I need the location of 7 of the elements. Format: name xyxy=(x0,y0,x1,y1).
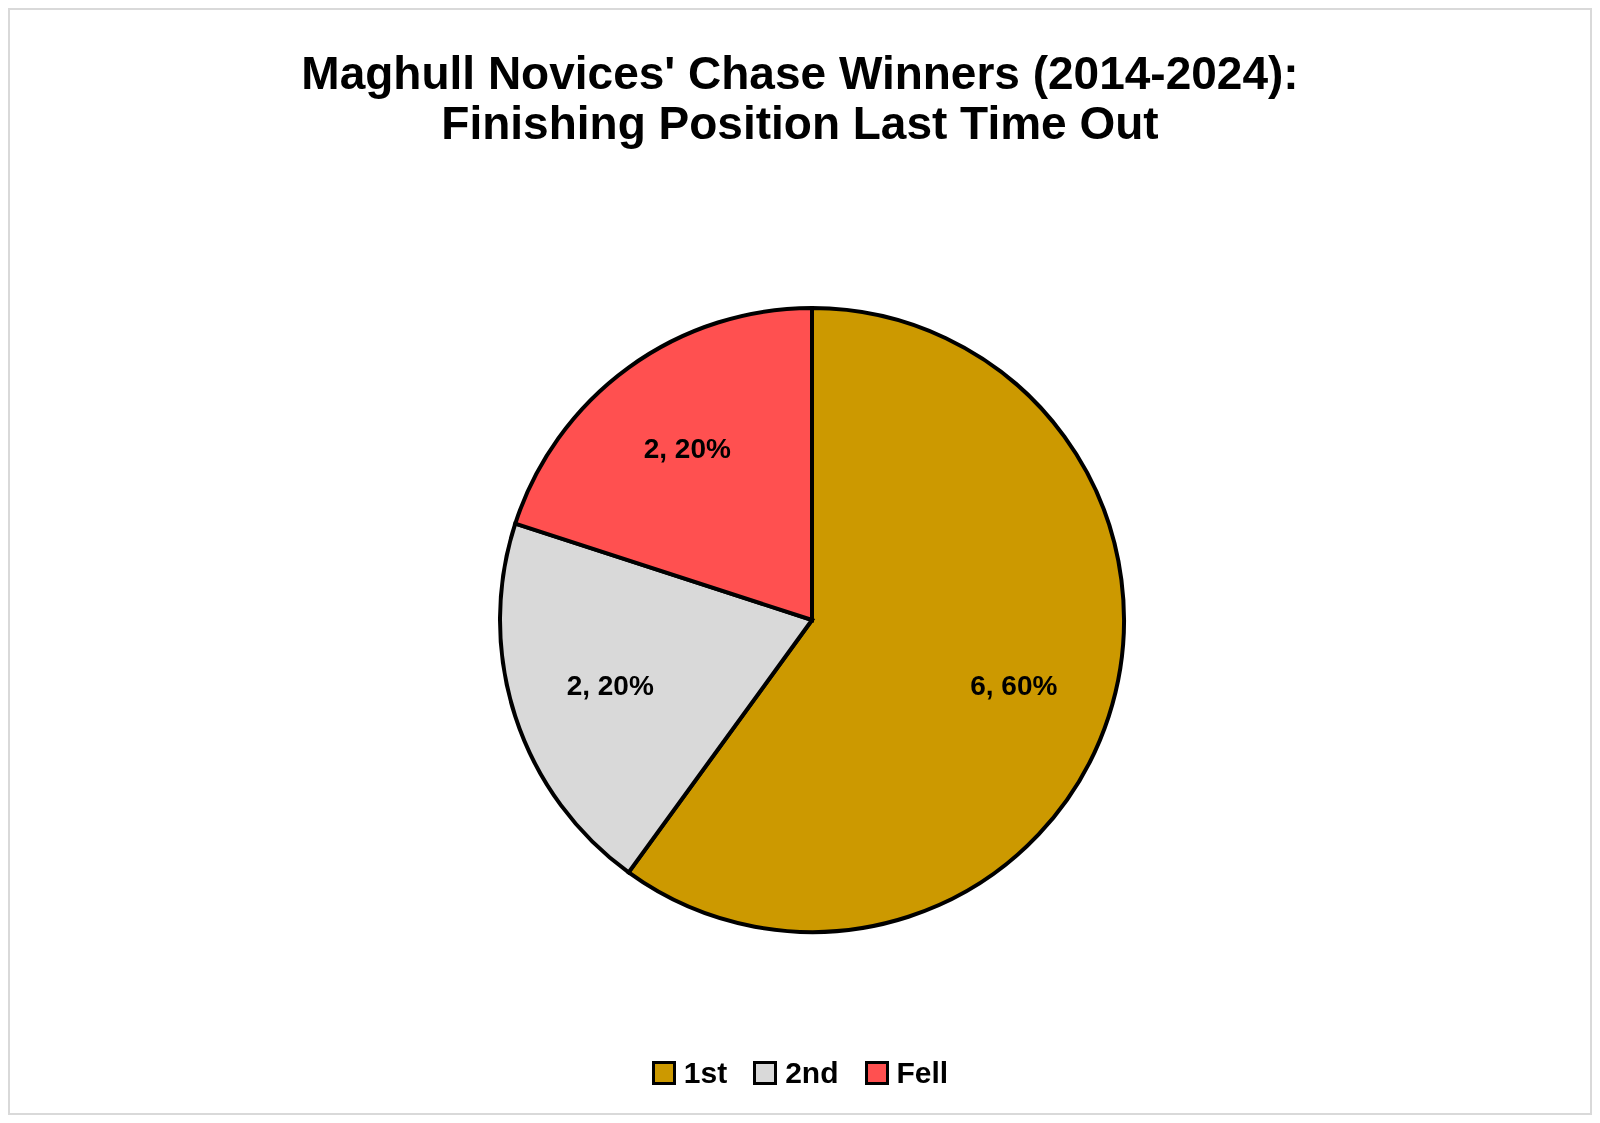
data-label: 2, 20% xyxy=(643,432,731,464)
data-label: 2, 20% xyxy=(566,670,654,702)
legend-label: 1st xyxy=(683,1056,728,1090)
chart-title: Maghull Novices' Chase Winners (2014-2024): Finishing Position Last Time Out xyxy=(300,47,1300,149)
legend-label: Fell xyxy=(896,1056,949,1090)
data-label: 6, 60% xyxy=(970,670,1058,702)
legend-label: 2nd xyxy=(785,1056,839,1090)
